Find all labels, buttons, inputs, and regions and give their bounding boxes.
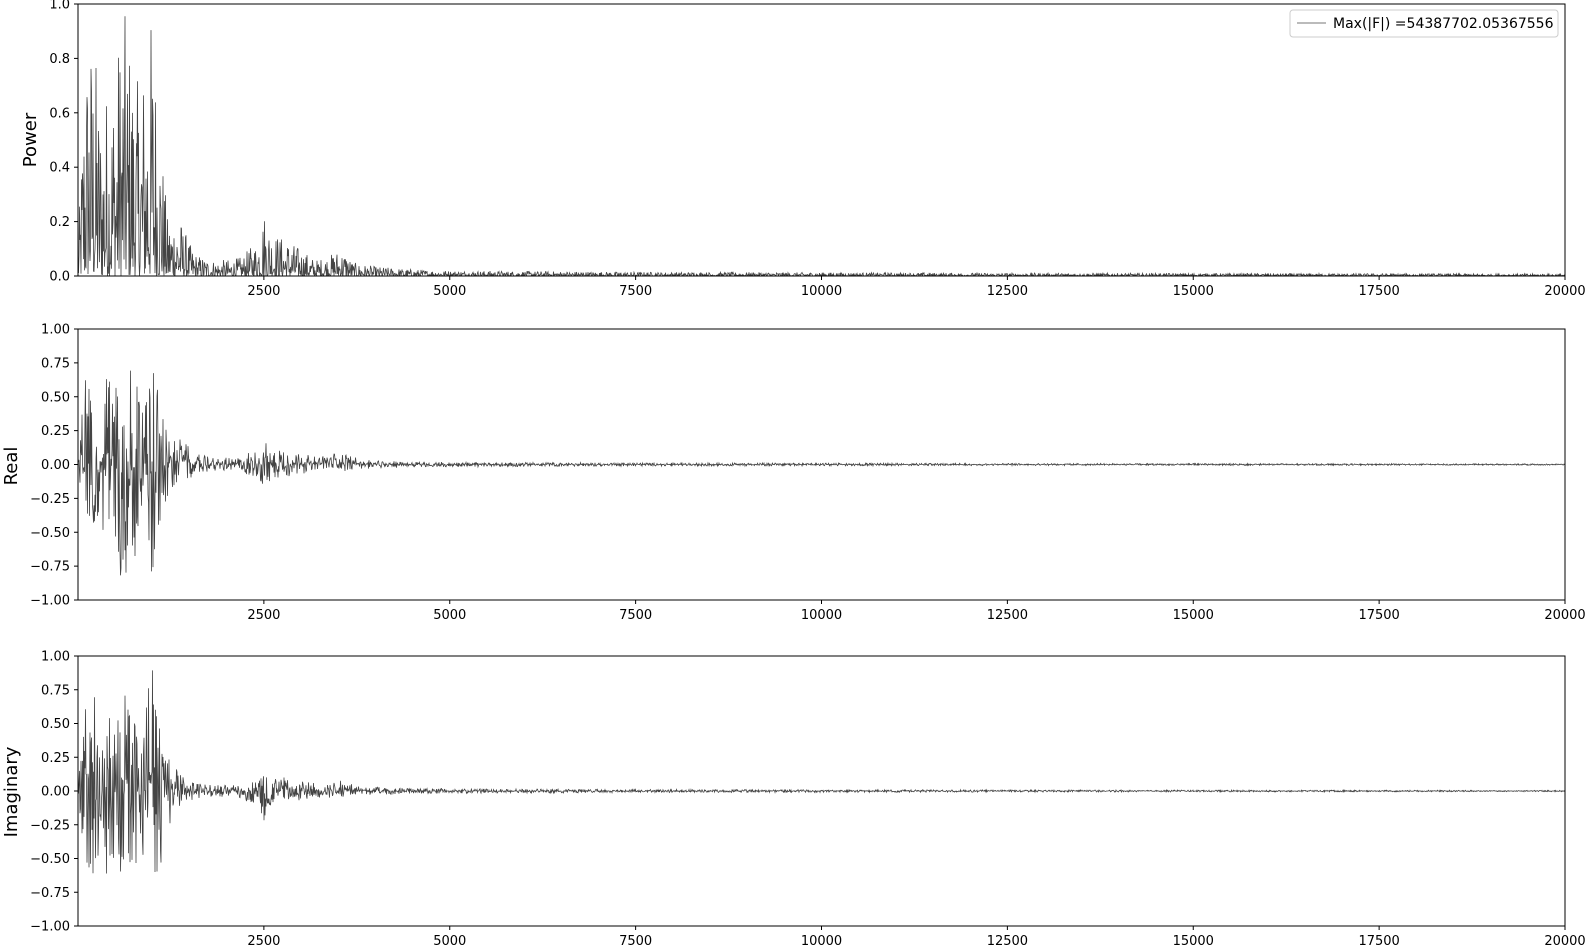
- power-series-line: [78, 16, 1565, 276]
- real-ytick-label: −1.00: [30, 594, 70, 609]
- power-xtick-label: 10000: [801, 284, 842, 299]
- legend-label: Max(|F|) =54387702.05367556: [1333, 16, 1554, 32]
- real-xtick-label: 5000: [433, 608, 466, 623]
- imaginary-ylabel: Imaginary: [1, 746, 22, 837]
- power-ytick-label: 0.8: [49, 52, 70, 67]
- imaginary-series-line: [78, 670, 1565, 874]
- imaginary-ytick-label: 0.75: [41, 683, 70, 698]
- imaginary-ytick-label: 0.50: [41, 717, 70, 732]
- real-ytick-label: 0.25: [41, 424, 70, 439]
- real-ytick-label: −0.25: [30, 492, 70, 507]
- imaginary-xtick-label: 10000: [801, 934, 842, 949]
- power-xtick-label: 17500: [1358, 284, 1399, 299]
- real-series-line: [78, 370, 1565, 576]
- real-ytick-label: −0.50: [30, 526, 70, 541]
- power-xtick-label: 15000: [1173, 284, 1214, 299]
- power-plot-area: [78, 16, 1565, 276]
- real-ytick-label: 0.00: [41, 458, 70, 473]
- power-ylabel: Power: [20, 112, 41, 167]
- real-axis-ticks: 2500 5000 7500 10000 12500 15000 17500 20000 −1.…: [30, 323, 1586, 624]
- real-xtick-label: 10000: [801, 608, 842, 623]
- power-xtick-label: 7500: [619, 284, 652, 299]
- power-ytick-label: 0.0: [49, 270, 70, 285]
- imaginary-ytick-label: −0.25: [30, 818, 70, 833]
- imaginary-ytick-label: 0.00: [41, 785, 70, 800]
- power-xtick-label: 12500: [987, 284, 1028, 299]
- legend: Max(|F|) =54387702.05367556: [1289, 9, 1559, 38]
- imaginary-xtick-label: 17500: [1358, 934, 1399, 949]
- imaginary-axis-ticks: 2500 5000 7500 10000 12500 15000 17500 20000 −1.…: [30, 650, 1586, 950]
- real-panel: Real 2500 5000 7500 10000 12500 15000 17500 200…: [1, 323, 1586, 624]
- real-xtick-label: 7500: [619, 608, 652, 623]
- imaginary-xtick-label: 15000: [1173, 934, 1214, 949]
- real-frame: [77, 328, 1566, 601]
- power-xtick-label: 20000: [1544, 284, 1585, 299]
- imaginary-xtick-label: 20000: [1544, 934, 1585, 949]
- imaginary-xtick-label: 7500: [619, 934, 652, 949]
- real-ytick-label: 0.50: [41, 390, 70, 405]
- real-ylabel: Real: [1, 447, 22, 486]
- imaginary-plot-area: [78, 670, 1565, 874]
- power-ytick-label: 0.6: [49, 106, 70, 121]
- power-xtick-label: 2500: [247, 284, 280, 299]
- imaginary-ytick-label: 0.25: [41, 751, 70, 766]
- power-ytick-label: 1.0: [49, 0, 70, 13]
- real-plot-area: [78, 370, 1565, 576]
- real-xtick-label: 20000: [1544, 608, 1585, 623]
- real-xtick-label: 12500: [987, 608, 1028, 623]
- imaginary-ytick-label: −0.50: [30, 852, 70, 867]
- real-ytick-label: −0.75: [30, 560, 70, 575]
- imaginary-xtick-label: 2500: [247, 934, 280, 949]
- power-ytick-label: 0.2: [49, 215, 70, 230]
- power-panel: Power 2500 5000 7500 10000 12500 15000 17500 20…: [20, 0, 1586, 299]
- imaginary-frame: [77, 655, 1566, 927]
- real-xtick-label: 17500: [1358, 608, 1399, 623]
- real-ytick-label: 0.75: [41, 356, 70, 371]
- imaginary-panel: Imaginary 2500 5000 7500 10000 12500 15000 175…: [1, 650, 1586, 950]
- imaginary-xtick-label: 12500: [987, 934, 1028, 949]
- real-xtick-label: 2500: [247, 608, 280, 623]
- power-ytick-label: 0.4: [49, 161, 70, 176]
- legend-box: [1289, 9, 1559, 38]
- imaginary-ytick-label: −0.75: [30, 886, 70, 901]
- power-xtick-label: 5000: [433, 284, 466, 299]
- power-axis-ticks: 2500 5000 7500 10000 12500 15000 17500 20000 0.0…: [49, 0, 1585, 299]
- imaginary-ytick-label: −1.00: [30, 920, 70, 935]
- imaginary-xtick-label: 5000: [433, 934, 466, 949]
- power-frame: [77, 3, 1566, 277]
- real-xtick-label: 15000: [1173, 608, 1214, 623]
- real-ytick-label: 1.00: [41, 323, 70, 338]
- imaginary-ytick-label: 1.00: [41, 650, 70, 665]
